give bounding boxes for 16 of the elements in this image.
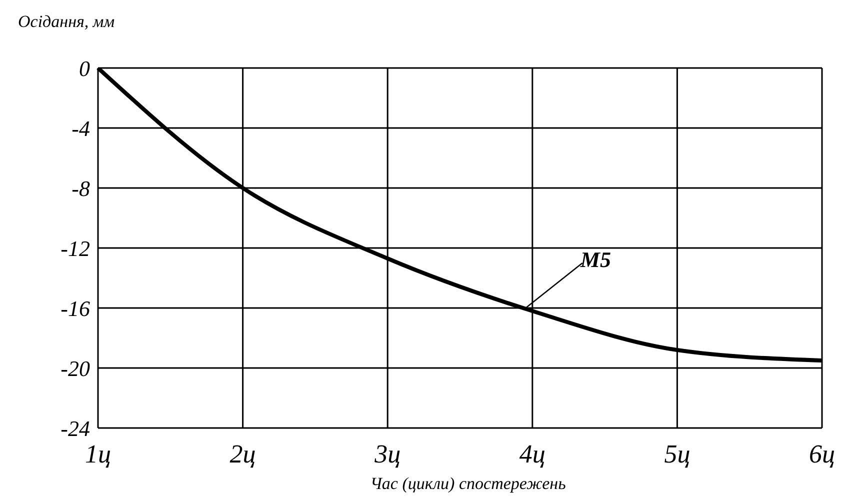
annotation: M5	[579, 247, 611, 272]
x-tick-label: 3ц	[374, 439, 401, 468]
x-tick-label: 2ц	[230, 439, 256, 468]
x-tick-label: 6ц	[809, 439, 835, 468]
y-tick-label: -4	[72, 116, 90, 141]
y-tick-label: -20	[60, 356, 90, 381]
y-tick-label: -24	[60, 416, 90, 441]
y-tick-label: 0	[79, 56, 90, 81]
y-tick-label: -12	[60, 236, 90, 261]
x-tick-label: 1ц	[85, 439, 111, 468]
x-axis-title: Час (цикли) спостережень	[369, 474, 567, 494]
y-tick-label: -8	[72, 176, 90, 201]
x-tick-label: 4ц	[519, 439, 546, 468]
x-tick-label: 5ц	[664, 439, 690, 468]
y-axis-title: Осідання, мм	[18, 12, 115, 32]
y-tick-label: -16	[60, 296, 90, 321]
